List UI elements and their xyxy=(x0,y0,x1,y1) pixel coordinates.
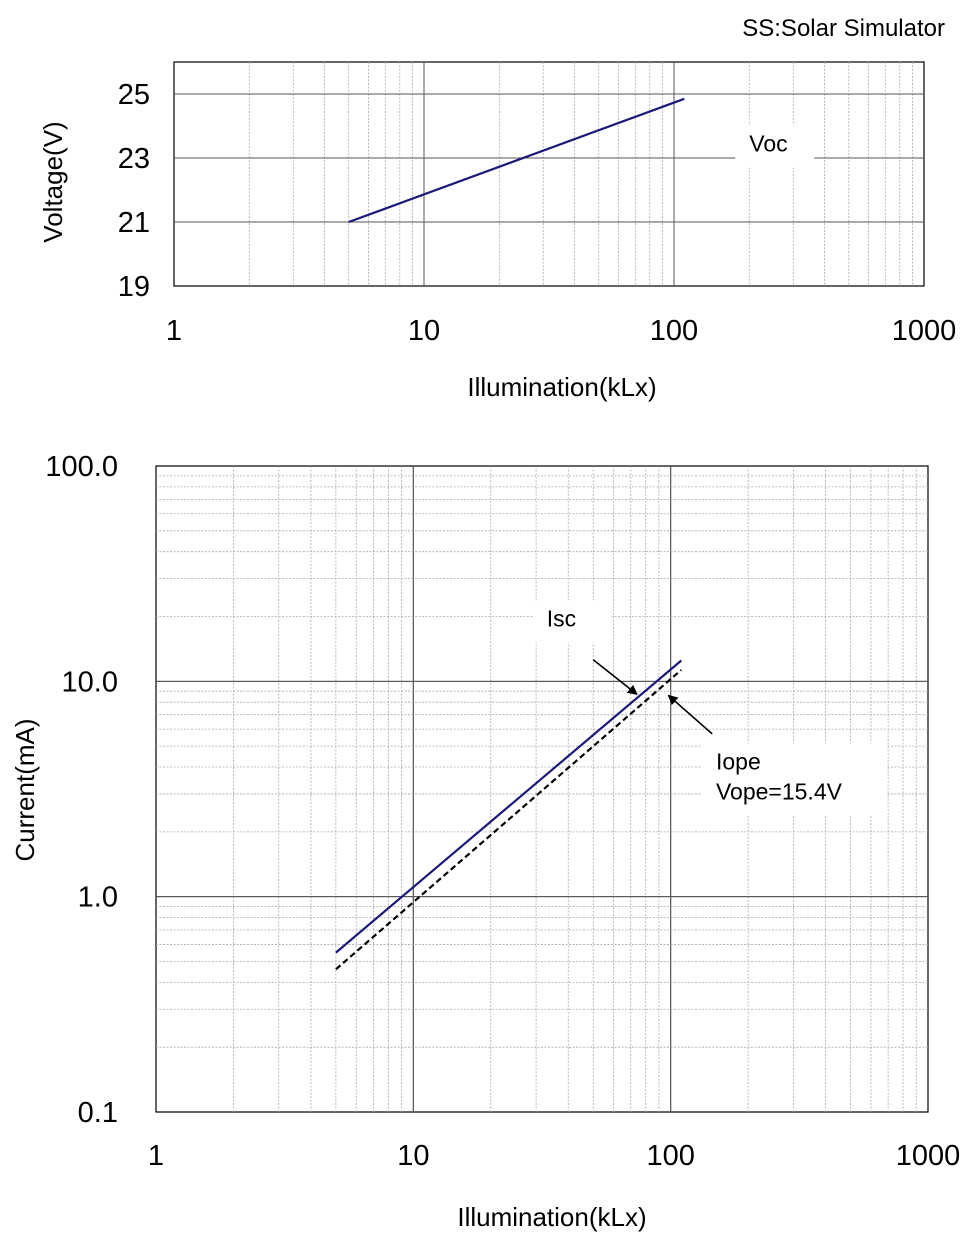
annotation-background xyxy=(701,743,886,816)
x-axis-label: Illumination(kLx) xyxy=(467,372,656,402)
y-tick-label: 23 xyxy=(118,143,150,175)
x-tick-label: 1 xyxy=(148,1140,164,1172)
series-line-isc xyxy=(335,659,683,954)
x-tick-label: 1 xyxy=(166,315,182,347)
iope-arrow xyxy=(667,694,713,735)
x-tick-label: 1000 xyxy=(892,315,957,347)
chart-note: SS:Solar Simulator xyxy=(742,15,945,42)
annotation-background xyxy=(532,600,612,643)
annotation-background xyxy=(735,125,815,168)
y-tick-label: 0.1 xyxy=(78,1097,118,1129)
x-tick-label: 100 xyxy=(646,1140,694,1172)
y-tick-label: 100.0 xyxy=(45,451,118,483)
y-tick-label: 25 xyxy=(118,79,150,111)
voltage-chart: Voc 1 10 100 1000 19 21 23 25 Illumination(kLx) Vo… xyxy=(38,61,957,402)
x-axis-label: Illumination(kLx) xyxy=(457,1202,646,1232)
series-line-iope xyxy=(335,669,683,971)
annotation-label: Isc xyxy=(547,605,576,631)
x-tick-label: 1000 xyxy=(896,1140,961,1172)
isc-arrow xyxy=(592,659,638,695)
annotation-label: Vope=15.4V xyxy=(716,778,843,804)
y-axis-label: Voltage(V) xyxy=(38,121,68,242)
y-tick-label: 10.0 xyxy=(62,666,118,698)
current-chart: Isc Iope Vope=15.4V 1 10 100 1000 0.1 1.0 10.0 100… xyxy=(10,451,960,1232)
y-tick-label: 21 xyxy=(118,207,150,239)
annotation-label: Voc xyxy=(749,131,787,157)
series-line-voc xyxy=(348,97,685,224)
y-axis-label: Current(mA) xyxy=(10,718,40,861)
x-tick-label: 10 xyxy=(397,1140,429,1172)
y-tick-label: 1.0 xyxy=(78,882,118,914)
x-tick-label: 100 xyxy=(650,315,698,347)
annotation-label: Iope xyxy=(716,748,761,774)
x-tick-label: 10 xyxy=(408,315,440,347)
plot-area xyxy=(173,61,925,287)
y-tick-label: 19 xyxy=(118,271,150,303)
